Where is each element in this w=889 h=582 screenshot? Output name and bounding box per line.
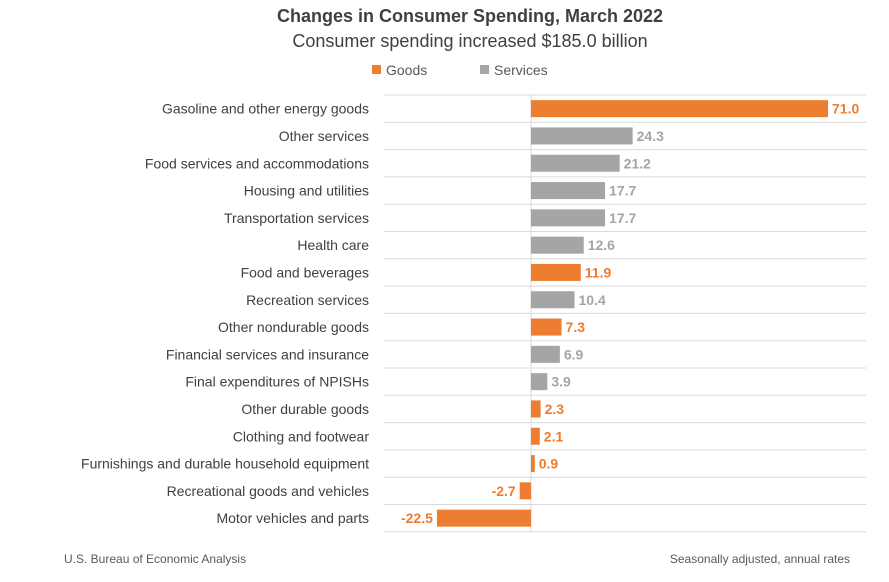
category-label: Furnishings and durable household equipm…	[81, 456, 369, 472]
bar	[531, 345, 560, 363]
category-label: Food and beverages	[241, 264, 369, 280]
data-label: -22.5	[401, 510, 433, 526]
grid	[384, 94, 866, 533]
bar	[531, 263, 581, 281]
source-note: U.S. Bureau of Economic Analysis	[64, 552, 246, 566]
category-label: Other nondurable goods	[218, 319, 369, 335]
bar	[519, 482, 531, 500]
bar	[531, 127, 633, 145]
bar	[436, 509, 531, 527]
category-label: Gasoline and other energy goods	[162, 101, 369, 117]
legend: Goods Services	[372, 62, 548, 78]
bar	[531, 400, 541, 418]
category-label: Clothing and footwear	[233, 428, 370, 444]
bar	[531, 100, 828, 118]
category-label: Final expenditures of NPISHs	[185, 374, 369, 390]
category-label: Recreation services	[246, 292, 369, 308]
data-label: 6.9	[564, 346, 584, 362]
rates-note: Seasonally adjusted, annual rates	[670, 552, 850, 566]
bar	[531, 291, 575, 309]
data-label: 17.7	[609, 210, 636, 226]
bar	[531, 455, 535, 473]
category-label: Other services	[279, 128, 369, 144]
category-label: Financial services and insurance	[166, 346, 369, 362]
data-label: 71.0	[832, 101, 859, 117]
legend-swatch-services	[480, 65, 489, 74]
data-label: 17.7	[609, 183, 636, 199]
data-label: 0.9	[539, 456, 559, 472]
category-label: Health care	[297, 237, 369, 253]
data-label: 10.4	[579, 292, 606, 308]
data-label: 21.2	[624, 155, 651, 171]
data-label: 24.3	[637, 128, 664, 144]
data-label: 7.3	[566, 319, 586, 335]
data-label: 2.3	[545, 401, 565, 417]
chart-title: Changes in Consumer Spending, March 2022	[277, 6, 663, 26]
data-label: 12.6	[588, 237, 615, 253]
bar	[531, 373, 548, 391]
chart-subtitle: Consumer spending increased $185.0 billi…	[292, 31, 647, 51]
bar	[531, 154, 620, 172]
bar	[531, 236, 584, 254]
category-label: Transportation services	[224, 210, 369, 226]
bar	[531, 318, 562, 336]
bar	[531, 427, 540, 445]
bar	[531, 209, 606, 227]
bars: Gasoline and other energy goods 71.0 Other…	[81, 100, 859, 527]
legend-label-goods: Goods	[386, 62, 427, 78]
category-label: Motor vehicles and parts	[216, 510, 369, 526]
category-label: Other durable goods	[241, 401, 369, 417]
legend-swatch-goods	[372, 65, 381, 74]
legend-label-services: Services	[494, 62, 548, 78]
data-label: 11.9	[585, 264, 612, 280]
data-label: 3.9	[551, 374, 571, 390]
bar	[531, 182, 606, 200]
category-label: Recreational goods and vehicles	[167, 483, 369, 499]
data-label: 2.1	[544, 428, 564, 444]
data-label: -2.7	[492, 483, 516, 499]
category-label: Food services and accommodations	[145, 155, 369, 171]
category-label: Housing and utilities	[244, 183, 369, 199]
